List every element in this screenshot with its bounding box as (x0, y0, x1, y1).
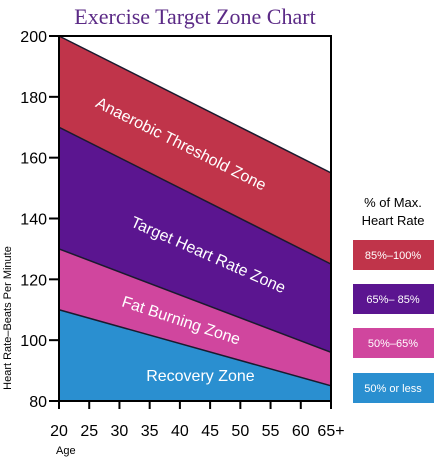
x-tick-label-65: 65+ (317, 423, 344, 440)
x-tick-label-35: 35 (141, 423, 159, 440)
y-tick-label-200: 200 (20, 29, 47, 46)
y-tick-label-80: 80 (29, 394, 47, 411)
zone-recovery-zone (59, 309, 331, 401)
legend: % of Max. Heart Rate 85%–100% 65%– 85% 50%… (353, 195, 434, 403)
legend-title-line-2: Heart Rate (362, 213, 425, 228)
x-axis-label: Age (56, 445, 76, 457)
y-tick-label-120: 120 (20, 272, 47, 289)
x-tick-label-30: 30 (111, 423, 129, 440)
legend-swatch-anaerobic-threshold-zone (353, 240, 434, 270)
x-tick-label-55: 55 (262, 423, 280, 440)
y-tick-label-100: 100 (20, 333, 47, 350)
y-tick-label-180: 180 (20, 90, 47, 107)
y-tick-label-160: 160 (20, 151, 47, 168)
chart-title: Exercise Target Zone Chart (74, 4, 315, 29)
x-tick-label-20: 20 (50, 423, 68, 440)
legend-swatch-target-heart-rate-zone (353, 284, 434, 314)
legend-swatch-fat-burning-zone (353, 328, 434, 358)
x-tick-label-25: 25 (80, 423, 98, 440)
boundary-line-50 (58, 309, 332, 387)
x-tick-label-40: 40 (171, 423, 189, 440)
legend-swatch-recovery-zone (353, 373, 434, 403)
x-tick-label-60: 60 (292, 423, 310, 440)
legend-label-anaerobic-threshold-zone: 85%–100% (365, 250, 421, 262)
legend-label-recovery-zone: 50% or less (364, 383, 422, 395)
zone-anaerobic-threshold-zone (59, 36, 331, 265)
y-tick-label-140: 140 (20, 212, 47, 229)
zone-label-recovery-zone: Recovery Zone (146, 368, 255, 385)
legend-label-fat-burning-zone: 50%–65% (368, 338, 418, 350)
zone-target-heart-rate-zone (59, 127, 331, 353)
axes-layer: 80 100 120 140 160 180 200 20 25 30 35 40 45 50 55 60 65… (20, 29, 344, 440)
x-tick-label-45: 45 (201, 423, 219, 440)
legend-title-line-1: % of Max. (364, 195, 422, 210)
legend-label-target-heart-rate-zone: 65%– 85% (366, 294, 419, 306)
zones-layer (58, 35, 332, 401)
zone-fat-burning-zone (59, 248, 331, 386)
y-axis-label: Heart Rate–Beats Per Minute (2, 246, 14, 390)
x-tick-label-50: 50 (231, 423, 249, 440)
boundary-line-100 (58, 35, 332, 174)
boundary-line-65 (58, 248, 332, 354)
boundary-line-85 (58, 126, 332, 265)
